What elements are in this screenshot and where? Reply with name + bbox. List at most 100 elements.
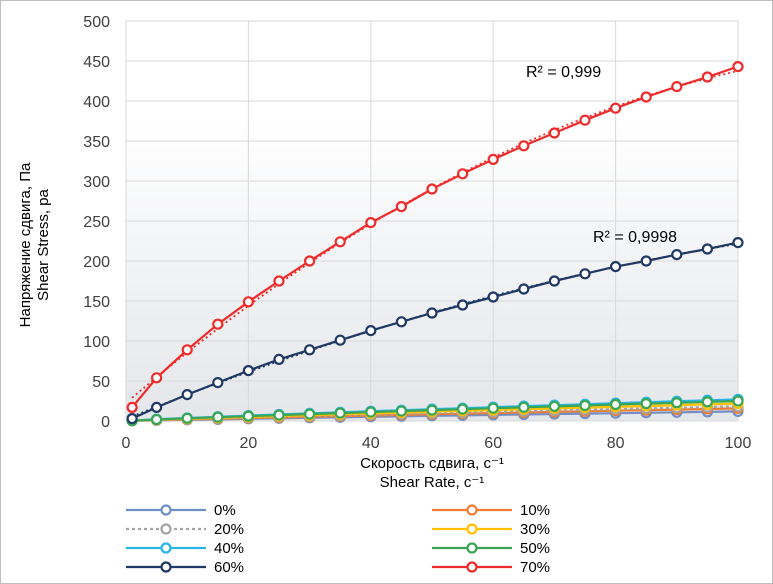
legend-item-50-pct: 50% xyxy=(432,540,550,557)
data-point xyxy=(242,410,254,422)
data-point xyxy=(242,365,254,377)
legend-item-10-pct: 10% xyxy=(432,502,550,519)
data-point xyxy=(365,406,377,418)
data-point xyxy=(181,412,193,424)
legend-label: 70% xyxy=(520,559,550,576)
legend-item-40-pct: 40% xyxy=(126,540,244,557)
data-point xyxy=(426,404,438,416)
x-tick-label: 80 xyxy=(607,435,625,452)
y-tick-label: 100 xyxy=(83,334,110,351)
data-point xyxy=(395,201,407,213)
y-tick-label: 150 xyxy=(83,294,110,311)
legend-swatch-marker xyxy=(160,542,172,554)
data-point xyxy=(365,325,377,337)
data-point xyxy=(548,127,561,139)
data-point xyxy=(151,413,163,426)
legend-item-0-pct: 0% xyxy=(126,502,236,519)
data-point xyxy=(151,372,163,384)
series-60-pct xyxy=(126,237,744,425)
legend-item-20-pct: 20% xyxy=(126,521,244,538)
r-squared-annotation-60: R² = 0,9998 xyxy=(593,229,677,246)
y-tick-label: 500 xyxy=(83,14,110,31)
data-point xyxy=(126,413,138,425)
legend-swatch-marker xyxy=(466,542,478,554)
y-tick-label: 200 xyxy=(83,254,110,271)
data-point xyxy=(548,400,561,412)
x-tick-label: 20 xyxy=(240,435,258,452)
legend-label: 20% xyxy=(214,521,244,538)
data-point xyxy=(732,60,744,73)
data-point xyxy=(334,407,346,419)
legend: 0% 10% 20% 30% 40% 50% 60% 70% xyxy=(126,502,550,576)
legend-label: 60% xyxy=(214,559,244,576)
data-point xyxy=(304,408,316,420)
y-tick-label: 450 xyxy=(83,54,110,71)
data-point xyxy=(304,255,316,267)
legend-label: 40% xyxy=(214,540,244,557)
x-tick-label: 60 xyxy=(484,435,502,452)
data-point xyxy=(304,344,316,356)
gridlines xyxy=(125,20,739,422)
data-point xyxy=(609,261,622,273)
data-point xyxy=(126,401,138,413)
data-point xyxy=(273,275,285,287)
series-70-pct xyxy=(126,60,744,413)
x-tick-label: 0 xyxy=(122,435,131,452)
y-tick-label: 350 xyxy=(83,134,110,151)
y-tick-label: 400 xyxy=(83,94,110,111)
data-point xyxy=(273,409,285,421)
data-point xyxy=(242,296,254,308)
data-point xyxy=(732,237,744,249)
data-point xyxy=(701,396,714,408)
data-point xyxy=(212,411,224,423)
y-tick-label: 300 xyxy=(83,174,110,191)
legend-swatch-marker xyxy=(160,523,172,535)
legend-swatch-marker xyxy=(160,504,172,516)
legend-label: 30% xyxy=(520,521,550,538)
legend-swatch-marker xyxy=(466,504,478,516)
data-point xyxy=(487,153,499,165)
data-point xyxy=(579,399,591,412)
x-tick-label: 100 xyxy=(725,435,752,452)
x-axis-title-line-2: Shear Rate, с⁻¹ xyxy=(380,474,485,491)
data-point xyxy=(640,398,652,410)
data-point xyxy=(640,91,652,103)
data-point xyxy=(457,168,469,180)
data-point xyxy=(426,183,438,195)
data-point xyxy=(701,71,714,83)
data-point xyxy=(395,405,407,417)
data-point xyxy=(273,353,285,365)
data-point xyxy=(640,255,652,267)
legend-item-70-pct: 70% xyxy=(432,559,550,576)
y-axis-title-line-2: Shear Stress, pa xyxy=(35,188,52,300)
data-point xyxy=(609,102,622,114)
legend-swatch-marker xyxy=(466,523,478,535)
y-tick-label: 50 xyxy=(92,374,110,391)
x-axis-ticks: 0 20 40 60 80 100 xyxy=(122,435,752,452)
series-50-pct xyxy=(126,395,744,427)
data-point xyxy=(671,397,683,409)
data-point xyxy=(487,291,499,303)
y-tick-label: 0 xyxy=(101,414,110,431)
legend-swatch-marker xyxy=(160,561,172,573)
x-tick-label: 40 xyxy=(362,435,380,452)
data-point xyxy=(579,114,591,126)
legend-item-60-pct: 60% xyxy=(126,559,244,576)
legend-label: 10% xyxy=(520,502,550,519)
data-point xyxy=(518,140,530,152)
data-point xyxy=(457,299,469,311)
data-point xyxy=(181,389,193,401)
data-point xyxy=(212,377,224,389)
data-point xyxy=(395,316,407,328)
data-point xyxy=(151,401,163,413)
y-tick-label: 250 xyxy=(83,214,110,231)
data-point xyxy=(365,217,377,229)
data-point xyxy=(518,401,530,413)
y-axis-title: Напряжение сдвига, Па Shear Stress, pa xyxy=(17,162,52,327)
y-axis-title-line-1: Напряжение сдвига, Па xyxy=(17,162,34,327)
y-axis-ticks: 0 50 100 150 200 250 300 350 400 450 500 xyxy=(83,14,110,431)
data-point xyxy=(181,344,193,356)
data-point xyxy=(701,243,714,255)
data-point xyxy=(732,395,744,407)
data-point xyxy=(671,249,683,261)
